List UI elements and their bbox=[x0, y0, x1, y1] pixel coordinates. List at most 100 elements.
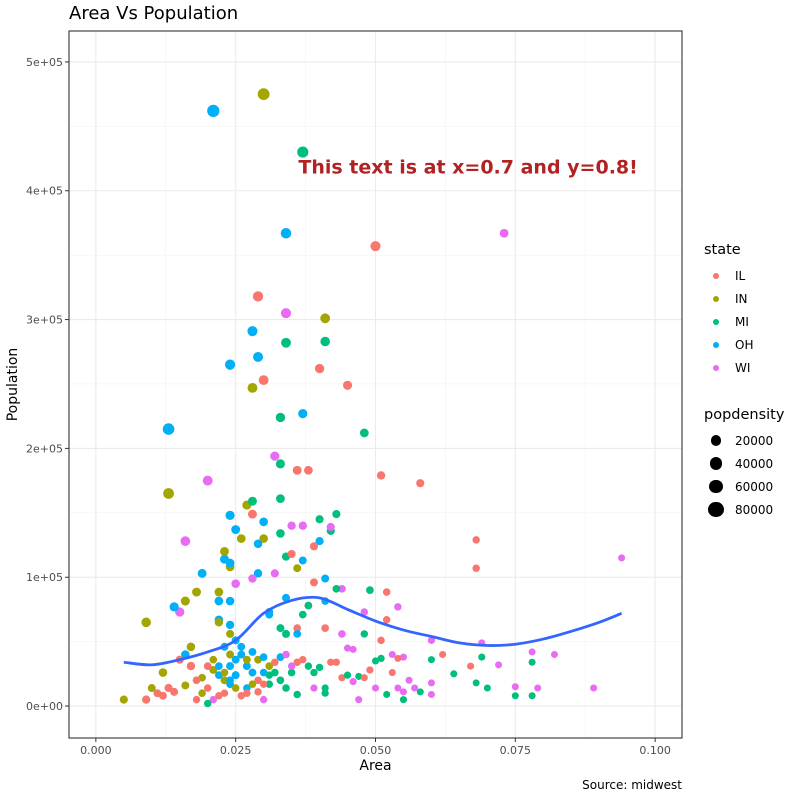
data-point-wi bbox=[399, 653, 407, 661]
data-point-in bbox=[293, 564, 302, 573]
data-point-il bbox=[186, 661, 196, 671]
data-point-oh bbox=[247, 326, 258, 337]
data-point-oh bbox=[215, 662, 223, 670]
data-point-il bbox=[258, 375, 269, 386]
legend-label: 40000 bbox=[735, 456, 774, 471]
data-point-wi bbox=[355, 696, 363, 704]
state-legend: state IL IN MI OH WI bbox=[704, 242, 753, 379]
data-point-wi bbox=[287, 662, 296, 670]
data-point-wi bbox=[360, 608, 369, 616]
data-point-wi bbox=[326, 522, 335, 532]
data-point-wi bbox=[248, 574, 257, 583]
data-point-oh bbox=[231, 525, 241, 535]
data-point-wi bbox=[202, 475, 213, 486]
data-point-il bbox=[292, 465, 302, 475]
chart-title: Area Vs Population bbox=[69, 3, 239, 24]
legend-label: 80000 bbox=[735, 502, 774, 517]
data-point-mi bbox=[450, 670, 458, 678]
data-point-oh bbox=[253, 569, 263, 578]
data-point-mi bbox=[247, 496, 257, 506]
data-point-wi bbox=[394, 684, 402, 692]
data-point-oh bbox=[231, 655, 240, 664]
data-point-wi bbox=[209, 695, 218, 704]
data-point-il bbox=[360, 674, 368, 682]
data-point-mi bbox=[472, 679, 480, 687]
data-point-mi bbox=[321, 689, 329, 697]
data-point-in bbox=[209, 666, 218, 674]
x-axis-title: Area bbox=[359, 758, 391, 774]
data-point-wi bbox=[282, 650, 290, 659]
legend-key bbox=[704, 435, 728, 446]
data-point-oh bbox=[242, 662, 251, 671]
data-point-il bbox=[376, 471, 386, 480]
data-point-in bbox=[220, 676, 229, 685]
legend-item-size: 80000 bbox=[704, 498, 784, 521]
state-legend-title: state bbox=[704, 242, 741, 258]
data-point-wi bbox=[298, 521, 307, 530]
data-point-oh bbox=[282, 593, 290, 602]
legend-item-in: IN bbox=[704, 287, 753, 310]
data-point-in bbox=[226, 629, 235, 638]
legend-dot-icon bbox=[713, 272, 719, 279]
data-point-il bbox=[192, 676, 201, 685]
data-point-oh bbox=[253, 351, 264, 362]
data-point-wi bbox=[511, 683, 519, 691]
data-point-mi bbox=[297, 146, 309, 158]
data-point-mi bbox=[265, 671, 273, 679]
data-point-wi bbox=[427, 679, 435, 687]
data-point-il bbox=[366, 666, 374, 674]
data-point-mi bbox=[310, 668, 318, 677]
data-point-wi bbox=[338, 584, 346, 593]
y-axis-title: Population bbox=[5, 348, 21, 422]
y-tick-label: 3e+05 bbox=[26, 314, 63, 327]
legend-dot-icon bbox=[713, 295, 719, 302]
legend-key bbox=[704, 501, 728, 517]
legend-label: WI bbox=[735, 360, 751, 375]
x-tick-label: 0.075 bbox=[500, 744, 532, 757]
data-point-wi bbox=[427, 636, 436, 644]
data-point-oh bbox=[280, 227, 292, 239]
legend-dot-icon bbox=[710, 435, 722, 446]
data-point-in bbox=[141, 617, 151, 628]
data-point-il bbox=[472, 536, 480, 544]
data-point-wi bbox=[280, 308, 292, 319]
data-point-il bbox=[342, 380, 353, 390]
data-point-mi bbox=[270, 668, 279, 677]
data-point-in bbox=[198, 689, 206, 697]
smooth-line bbox=[123, 595, 623, 667]
data-point-il bbox=[394, 654, 402, 662]
data-point-oh bbox=[321, 574, 330, 583]
data-point-wi bbox=[394, 603, 402, 611]
data-point-il bbox=[192, 695, 201, 704]
popdensity-legend-title: popdensity bbox=[704, 407, 785, 423]
legend-item-size: 40000 bbox=[704, 452, 784, 475]
data-point-il bbox=[382, 588, 391, 596]
data-point-oh bbox=[259, 517, 269, 527]
data-point-il bbox=[309, 542, 319, 551]
data-point-oh bbox=[259, 653, 268, 661]
data-point-il bbox=[287, 549, 296, 559]
legend-label: IN bbox=[735, 291, 748, 306]
data-point-wi bbox=[349, 678, 357, 686]
data-point-in bbox=[214, 587, 224, 597]
data-point-in bbox=[181, 681, 190, 690]
legend-dot-icon bbox=[709, 479, 723, 494]
data-point-oh bbox=[298, 408, 308, 419]
data-point-mi bbox=[265, 680, 274, 688]
y-tick-label: 2e+05 bbox=[26, 442, 63, 455]
data-point-oh bbox=[298, 556, 307, 565]
data-point-mi bbox=[360, 630, 369, 638]
data-point-mi bbox=[321, 684, 329, 692]
legend-key bbox=[704, 295, 728, 302]
data-point-in bbox=[242, 655, 251, 664]
data-point-mi bbox=[332, 510, 341, 519]
data-point-in bbox=[163, 488, 174, 499]
annotation-text: This text is at x=0.7 and y=0.8! bbox=[298, 156, 637, 178]
data-point-mi bbox=[399, 696, 408, 704]
data-point-in bbox=[119, 695, 128, 704]
data-point-il bbox=[220, 689, 229, 697]
data-point-il bbox=[309, 578, 318, 587]
data-point-oh bbox=[214, 596, 224, 606]
data-point-in bbox=[231, 684, 240, 692]
data-point-mi bbox=[478, 653, 486, 661]
